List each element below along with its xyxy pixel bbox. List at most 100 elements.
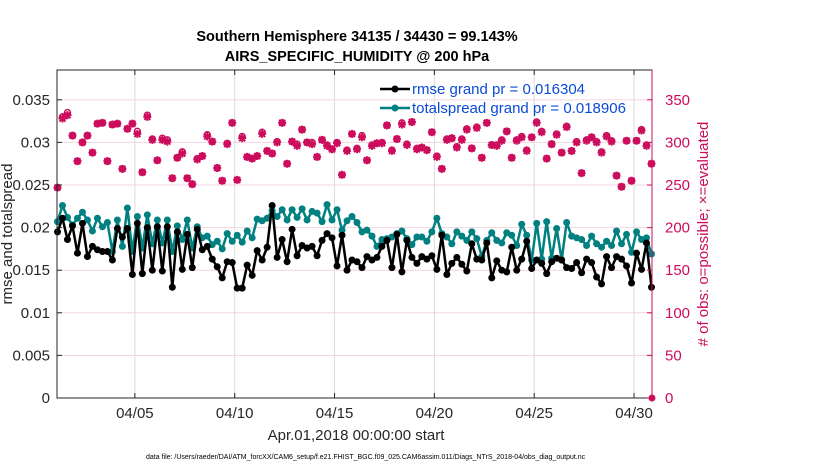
obs-evaluated-marker xyxy=(218,176,227,185)
obs-evaluated-dot xyxy=(179,151,185,156)
rmse-point xyxy=(573,259,581,267)
rmse-point xyxy=(88,242,96,250)
obs-evaluated-dot xyxy=(434,154,440,160)
obs-evaluated-marker xyxy=(407,117,416,126)
rmse-point xyxy=(278,236,286,244)
obs-evaluated-dot xyxy=(644,143,649,149)
obs-evaluated-dot xyxy=(449,135,455,141)
totalspread-point xyxy=(58,201,66,209)
rmse-point xyxy=(143,224,151,232)
lines xyxy=(53,201,656,292)
totalspread-point xyxy=(448,240,456,248)
rmse-point xyxy=(123,224,131,232)
obs-evaluated-marker xyxy=(263,146,272,155)
obs-evaluated-dot xyxy=(70,133,75,138)
rmse-point xyxy=(258,256,266,264)
totalspread-point xyxy=(218,245,226,253)
x-tick-label: 04/15 xyxy=(316,405,354,422)
obs-evaluated-dot xyxy=(249,156,255,161)
legend-rmse-label: rmse grand pr = 0.016304 xyxy=(412,81,585,98)
obs-evaluated-dot xyxy=(125,126,130,132)
obs-evaluated-marker xyxy=(328,145,337,154)
totalspread-point xyxy=(288,206,296,214)
totalspread-point xyxy=(608,242,616,250)
obs-evaluated-dot xyxy=(394,136,400,142)
totalspread-point xyxy=(508,231,516,239)
totalspread-point xyxy=(353,218,361,226)
rmse-point xyxy=(153,223,161,231)
obs-evaluated-dot xyxy=(334,140,340,146)
obs-evaluated-marker xyxy=(457,135,466,144)
y2-tick-label: 200 xyxy=(665,220,690,237)
obs-evaluated-dot xyxy=(234,177,240,183)
data-file-footnote: data file: /Users/raeder/DAI/ATM_forcXX/… xyxy=(146,454,586,461)
totalspread-point xyxy=(398,227,406,235)
x-tick-label: 04/25 xyxy=(515,405,553,422)
obs-evaluated-marker xyxy=(447,134,456,143)
totalspread-point xyxy=(423,237,431,245)
obs-evaluated-dot xyxy=(554,132,559,138)
obs-evaluated-dot xyxy=(384,123,390,128)
obs-evaluated-dot xyxy=(624,138,629,144)
totalspread-point xyxy=(318,218,326,226)
rmse-point xyxy=(438,231,446,239)
obs-evaluated-dot xyxy=(135,131,140,137)
obs-evaluated-dot xyxy=(150,137,155,143)
obs-evaluated-marker xyxy=(552,130,561,139)
obs-evaluated-marker xyxy=(63,111,72,120)
obs-evaluated-dot xyxy=(524,148,530,154)
rmse-point xyxy=(63,236,71,244)
totalspread-point xyxy=(463,236,471,244)
rmse-point xyxy=(383,236,391,244)
obs-evaluated-marker xyxy=(452,143,461,152)
totalspread-point xyxy=(163,216,171,224)
obs-evaluated-marker xyxy=(607,137,616,146)
obs-evaluated-marker xyxy=(143,112,152,121)
obs-evaluated-marker xyxy=(522,146,531,155)
totalspread-point xyxy=(598,243,606,251)
totalspread-point xyxy=(473,235,481,243)
obs-evaluated-marker xyxy=(178,149,187,158)
obs-evaluated-marker xyxy=(103,157,112,166)
obs-evaluated-dot xyxy=(459,137,465,143)
totalspread-point xyxy=(213,237,221,245)
obs-evaluated-dot xyxy=(60,116,65,121)
chart-subtitle: AIRS_SPECIFIC_HUMIDITY @ 200 hPa xyxy=(225,49,490,65)
obs-evaluated-dot xyxy=(379,140,385,146)
obs-evaluated-marker xyxy=(238,134,247,143)
totalspread-point xyxy=(498,239,506,247)
obs-evaluated-marker xyxy=(73,157,82,166)
obs-evaluated-dot xyxy=(629,178,634,184)
obs-evaluated-dot xyxy=(259,131,265,137)
totalspread-point xyxy=(488,229,496,237)
rmse-point xyxy=(448,259,456,267)
y2-tick-label: 0 xyxy=(665,390,673,407)
obs-evaluated-marker xyxy=(98,118,107,127)
totalspread-point xyxy=(433,214,441,222)
rmse-point xyxy=(323,230,331,238)
obs-evaluated-dot xyxy=(189,181,195,187)
obs-evaluated-marker xyxy=(173,153,182,162)
totalspread-point xyxy=(278,206,286,214)
obs-evaluated-dot xyxy=(604,134,609,139)
obs-evaluated-dot xyxy=(569,148,574,154)
rmse-point xyxy=(283,258,291,266)
rmse-point xyxy=(73,249,81,257)
obs-evaluated-marker xyxy=(273,138,282,147)
obs-evaluated-dot xyxy=(424,147,430,153)
obs-evaluated-marker xyxy=(482,118,491,127)
y-tick-label: 0.025 xyxy=(12,177,50,194)
totalspread-point xyxy=(593,240,601,248)
obs-evaluated-dot xyxy=(155,158,160,163)
obs-evaluated-dot xyxy=(469,146,475,151)
obs-evaluated-dot xyxy=(75,158,80,164)
totalspread-point xyxy=(263,214,271,222)
rmse-point xyxy=(463,267,471,275)
obs-evaluated-marker xyxy=(298,125,307,134)
obs-evaluated-marker xyxy=(617,182,626,191)
obs-evaluated-marker xyxy=(462,125,471,134)
obs-evaluated-dot xyxy=(319,137,325,143)
obs-evaluated-marker xyxy=(497,136,506,145)
totalspread-point xyxy=(613,227,621,235)
rmse-point xyxy=(243,261,251,269)
